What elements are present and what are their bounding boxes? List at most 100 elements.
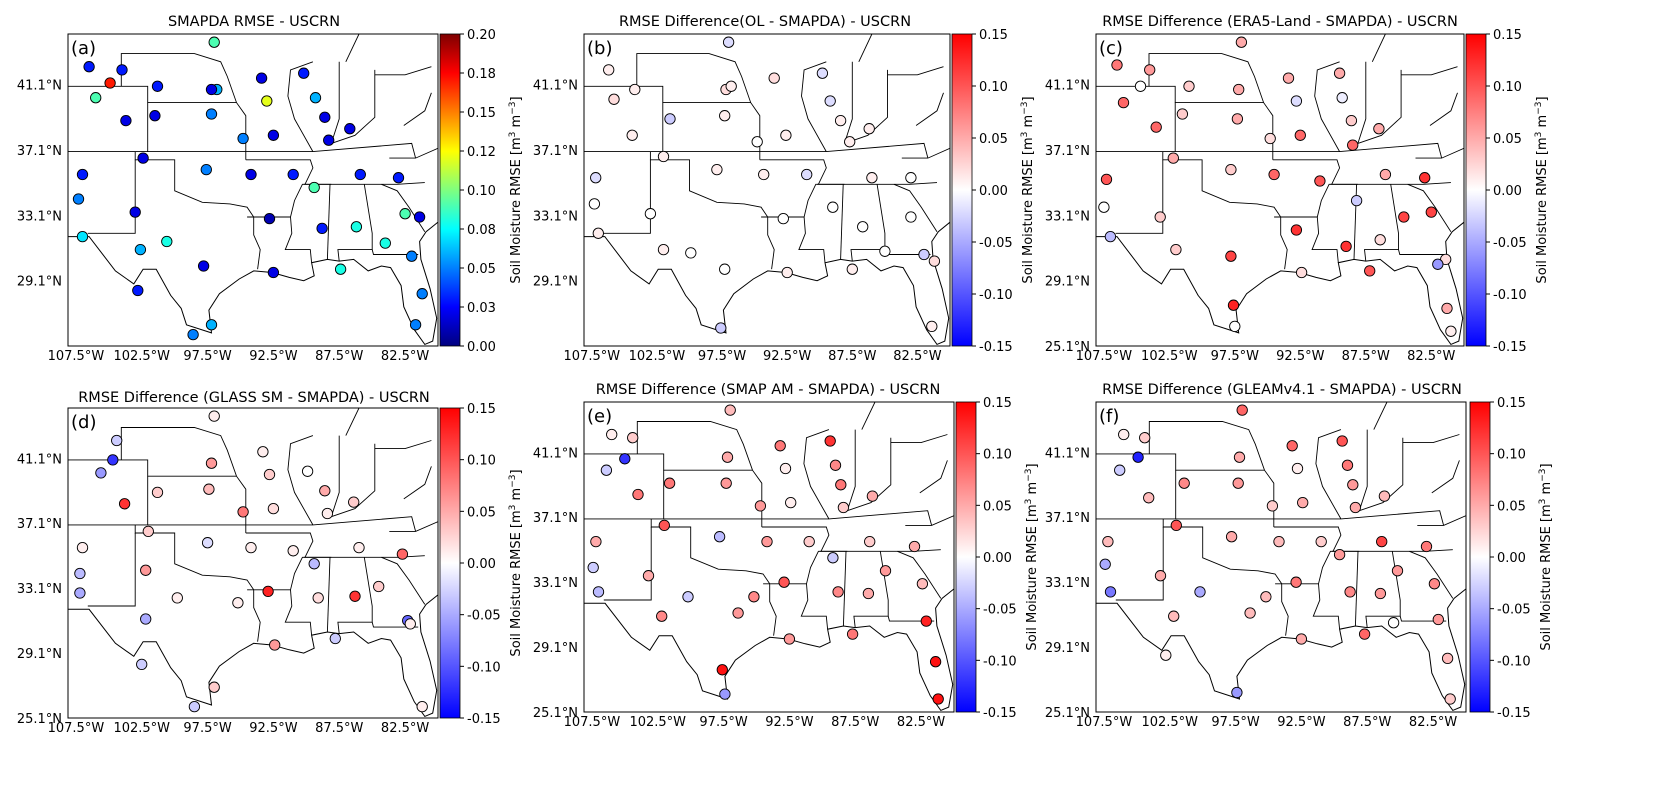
station-marker <box>1387 617 1400 629</box>
colorbar-tick-label: 0.10 <box>467 184 496 199</box>
colorbar-tick-label: 0.10 <box>467 454 496 469</box>
colorbar-tick-label: -0.10 <box>1493 288 1527 303</box>
station-marker <box>920 615 932 627</box>
state-line <box>844 61 853 144</box>
panels-root: SMAPDA RMSE - USCRN (a) 41.1°N 37.1°N 33.1°N… <box>17 14 1554 736</box>
station-marker <box>1178 477 1190 489</box>
state-line <box>134 524 261 642</box>
panel-d: RMSE Difference (GLASS SM - SMAPDA) - US… <box>17 390 524 736</box>
colorbar-tick-label: -0.05 <box>983 603 1017 618</box>
station-marker <box>1290 95 1303 107</box>
station-marker <box>334 263 347 275</box>
station-marker <box>1144 64 1156 76</box>
station-marker <box>1441 652 1454 665</box>
station-marker <box>1315 535 1327 548</box>
station-marker <box>682 591 694 603</box>
station-marker <box>205 319 218 331</box>
station-marker <box>824 435 836 447</box>
state-line <box>1354 551 1359 627</box>
state-line <box>803 429 830 520</box>
station-marker <box>1104 230 1117 243</box>
station-marker <box>1341 459 1354 471</box>
state-line <box>1417 515 1466 526</box>
station-marker <box>626 129 638 141</box>
colorbar-tick-label: 0.15 <box>1493 28 1522 43</box>
state-line <box>1148 421 1275 527</box>
station-marker <box>257 446 269 458</box>
station-marker <box>344 123 356 135</box>
state-line <box>371 622 419 628</box>
station-marker <box>1229 320 1241 333</box>
station-marker <box>1350 194 1363 207</box>
station-marker <box>1264 132 1276 145</box>
station-marker <box>722 36 735 48</box>
colorbar-tick-label: 0.20 <box>467 28 496 43</box>
station-marker <box>76 168 89 181</box>
station-marker <box>245 541 257 554</box>
state-line <box>819 549 941 552</box>
coastline <box>1096 588 1466 712</box>
state-line <box>381 556 426 605</box>
lat-tick-label: 25.1°N <box>1045 706 1090 721</box>
station-marker <box>608 93 620 105</box>
colorbar-tick-label: -0.15 <box>983 706 1017 721</box>
station-marker <box>1295 633 1308 645</box>
station-marker <box>657 150 670 163</box>
panel-label: (f) <box>1099 406 1119 427</box>
station-marker <box>1154 211 1166 223</box>
station-marker <box>1118 428 1130 441</box>
colorbar <box>439 33 461 347</box>
station-marker <box>171 592 183 604</box>
panel-f: RMSE Difference (GLEAMv4.1 - SMAPDA) - U… <box>1045 382 1554 730</box>
station-marker <box>827 201 839 213</box>
colorbar-tick-label: -0.10 <box>979 288 1013 303</box>
state-line <box>1359 437 1404 512</box>
station-marker <box>319 111 331 123</box>
station-marker <box>664 113 676 125</box>
station-marker <box>1132 451 1144 463</box>
colorbar-tick-label: -0.15 <box>467 712 501 727</box>
station-marker <box>287 168 299 181</box>
colorbar-tick-label: 0.00 <box>467 557 496 572</box>
station-marker <box>348 496 360 508</box>
station-marker <box>716 664 728 676</box>
station-marker <box>95 467 107 479</box>
state-line <box>1399 616 1447 622</box>
colorbar-label: Soil Moisture RMSE [m3 m−3] <box>508 96 524 283</box>
station-marker <box>350 221 363 233</box>
state-line <box>584 85 751 104</box>
state-line <box>801 61 827 152</box>
station-marker <box>824 95 836 107</box>
station-marker <box>844 136 856 148</box>
station-marker <box>208 410 220 422</box>
station-marker <box>926 320 938 333</box>
state-line <box>1115 159 1164 234</box>
state-line <box>1357 61 1367 144</box>
station-marker <box>1425 206 1437 218</box>
state-line <box>120 53 247 160</box>
colorbar-tick-label: -0.05 <box>467 609 501 624</box>
map-frame <box>583 401 955 713</box>
panel-c: RMSE Difference (ERA5-Land - SMAPDA) - U… <box>1045 14 1550 364</box>
state-line <box>636 421 763 527</box>
colorbar-tick-label: 0.05 <box>983 499 1012 514</box>
station-marker <box>866 490 879 502</box>
station-marker <box>929 656 942 668</box>
station-marker <box>267 266 280 279</box>
state-line <box>247 589 313 636</box>
colorbar-tick-label: 0.12 <box>467 145 496 160</box>
lat-tick-label: 37.1°N <box>533 144 578 159</box>
state-line <box>331 443 376 518</box>
lon-tick-label: 87.5°W <box>831 715 879 730</box>
panel-label: (a) <box>71 38 96 59</box>
state-line <box>919 460 948 494</box>
state-line <box>763 583 829 630</box>
station-marker <box>1282 72 1295 84</box>
station-marker <box>1290 576 1302 588</box>
lat-tick-label: 25.1°N <box>1045 340 1090 355</box>
station-marker <box>137 152 149 164</box>
state-line <box>915 92 944 126</box>
station-marker <box>107 454 119 466</box>
state-line <box>887 616 935 622</box>
coastline <box>68 221 438 346</box>
